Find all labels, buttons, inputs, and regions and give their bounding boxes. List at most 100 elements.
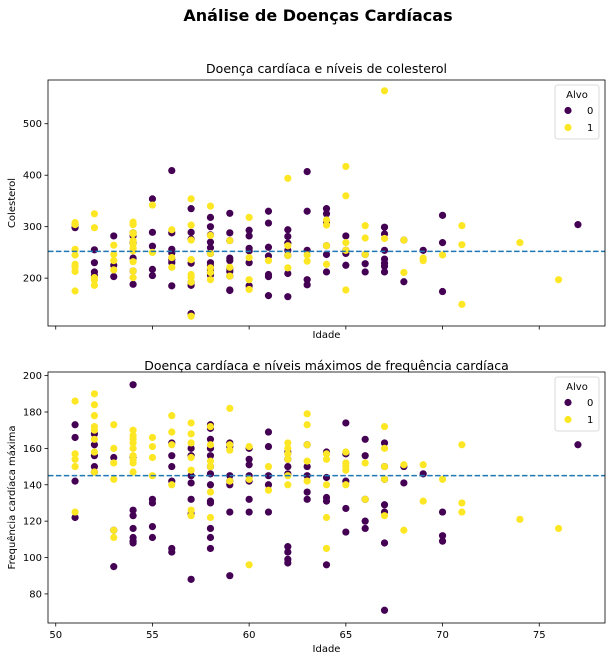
heart-rate-point-alvo-1 bbox=[380, 475, 389, 483]
cholesterol-point-alvo-1 bbox=[129, 274, 137, 282]
cholesterol-point-alvo-0 bbox=[284, 232, 292, 241]
heart-rate-point-alvo-0 bbox=[148, 499, 157, 507]
cholesterol-point-alvo-1 bbox=[284, 174, 292, 182]
cholesterol-point-alvo-1 bbox=[516, 239, 524, 247]
cholesterol-point-alvo-1 bbox=[168, 263, 176, 271]
heart-rate-point-alvo-0 bbox=[361, 517, 369, 525]
heart-rate-point-alvo-0 bbox=[264, 472, 273, 480]
heart-rate-point-alvo-0 bbox=[206, 435, 215, 443]
heart-rate-point-alvo-0 bbox=[438, 532, 447, 540]
heart-rate-point-alvo-1 bbox=[90, 468, 99, 476]
cholesterol-point-alvo-1 bbox=[380, 234, 389, 243]
cholesterol-point-alvo-1 bbox=[129, 267, 137, 275]
cholesterol-point-alvo-0 bbox=[380, 246, 389, 254]
heart-rate-ytick-label: 80 bbox=[29, 589, 42, 600]
heart-rate-point-alvo-1 bbox=[516, 515, 524, 523]
cholesterol-point-alvo-1 bbox=[322, 242, 331, 250]
heart-rate-point-alvo-0 bbox=[71, 513, 79, 522]
cholesterol-legend: Alvo 0 1 bbox=[554, 84, 600, 140]
cholesterol-point-alvo-1 bbox=[400, 236, 408, 244]
cholesterol-point-alvo-0 bbox=[245, 226, 253, 234]
heart-rate-point-alvo-1 bbox=[400, 461, 408, 469]
cholesterol-point-alvo-1 bbox=[187, 221, 195, 229]
cholesterol-point-alvo-0 bbox=[245, 232, 253, 240]
heart-rate-point-alvo-1 bbox=[226, 441, 234, 449]
heart-rate-point-alvo-0 bbox=[71, 433, 79, 442]
cholesterol-point-alvo-1 bbox=[419, 257, 427, 265]
heart-rate-point-alvo-1 bbox=[419, 461, 427, 469]
cholesterol-point-alvo-0 bbox=[226, 229, 234, 237]
heart-rate-point-alvo-1 bbox=[129, 468, 137, 476]
heart-rate-point-alvo-1 bbox=[129, 439, 137, 447]
heart-rate-point-alvo-0 bbox=[110, 453, 118, 462]
cholesterol-point-alvo-0 bbox=[380, 268, 389, 276]
cholesterol-point-alvo-1 bbox=[187, 236, 195, 244]
heart-rate-point-alvo-0 bbox=[90, 462, 99, 471]
heart-rate-point-alvo-1 bbox=[187, 419, 195, 427]
heart-rate-point-alvo-1 bbox=[322, 481, 331, 489]
heart-rate-point-alvo-1 bbox=[90, 390, 99, 398]
heart-rate-point-alvo-1 bbox=[284, 444, 292, 452]
cholesterol-legend-marker-0 bbox=[564, 106, 572, 115]
cholesterol-point-alvo-0 bbox=[264, 219, 273, 227]
cholesterol-point-alvo-0 bbox=[438, 211, 447, 219]
cholesterol-point-alvo-1 bbox=[187, 278, 195, 286]
cholesterol-point-alvo-1 bbox=[322, 216, 331, 224]
cholesterol-point-alvo-0 bbox=[303, 276, 311, 284]
cholesterol-point-alvo-1 bbox=[458, 300, 466, 308]
heart-rate-point-alvo-1 bbox=[206, 488, 215, 496]
cholesterol-point-alvo-0 bbox=[322, 250, 331, 259]
heart-rate-point-alvo-0 bbox=[438, 508, 447, 516]
heart-rate-point-alvo-0 bbox=[90, 441, 99, 449]
cholesterol-point-alvo-1 bbox=[438, 251, 447, 259]
cholesterol-point-alvo-1 bbox=[554, 276, 563, 284]
cholesterol-point-alvo-1 bbox=[71, 251, 79, 259]
heart-rate-point-alvo-0 bbox=[438, 537, 447, 545]
cholesterol-point-alvo-1 bbox=[458, 222, 466, 230]
heart-rate-point-alvo-0 bbox=[245, 495, 253, 503]
heart-rate-point-alvo-0 bbox=[168, 462, 176, 471]
heart-rate-point-alvo-1 bbox=[458, 499, 466, 507]
heart-rate-legend-label-1: 1 bbox=[587, 415, 593, 426]
heart-rate-point-alvo-1 bbox=[110, 421, 118, 429]
cholesterol-point-alvo-1 bbox=[226, 263, 234, 271]
cholesterol-legend-marker-1 bbox=[564, 123, 572, 132]
heart-rate-point-alvo-1 bbox=[110, 459, 118, 467]
heart-rate-ytick-label: 200 bbox=[23, 371, 42, 382]
heart-rate-point-alvo-1 bbox=[168, 412, 176, 420]
heart-rate-point-alvo-0 bbox=[71, 477, 79, 485]
cholesterol-point-alvo-0 bbox=[303, 168, 311, 176]
heart-rate-point-alvo-0 bbox=[206, 452, 215, 460]
cholesterol-point-alvo-1 bbox=[226, 272, 234, 280]
heart-rate-point-alvo-1 bbox=[245, 442, 253, 451]
cholesterol-point-alvo-1 bbox=[322, 221, 331, 229]
heart-rate-xtick-label: 70 bbox=[436, 630, 449, 641]
heart-rate-ytick-label: 140 bbox=[23, 480, 42, 491]
cholesterol-point-alvo-0 bbox=[303, 207, 311, 215]
cholesterol-point-alvo-0 bbox=[342, 261, 350, 269]
cholesterol-point-alvo-0 bbox=[90, 246, 99, 254]
cholesterol-ytick-label: 200 bbox=[23, 274, 42, 285]
heart-rate-point-alvo-1 bbox=[342, 466, 350, 474]
heart-rate-point-alvo-0 bbox=[361, 435, 369, 443]
heart-rate-point-alvo-1 bbox=[264, 462, 273, 471]
cholesterol-point-alvo-0 bbox=[206, 223, 215, 231]
heart-rate-title: Doença cardíaca e níveis máximos de freq… bbox=[144, 358, 509, 373]
cholesterol-point-alvo-1 bbox=[148, 201, 157, 209]
heart-rate-point-alvo-1 bbox=[90, 412, 99, 420]
cholesterol-point-alvo-1 bbox=[226, 236, 234, 245]
cholesterol-point-alvo-1 bbox=[129, 258, 137, 266]
cholesterol-point-alvo-0 bbox=[168, 166, 176, 175]
heart-rate-point-alvo-1 bbox=[342, 448, 350, 456]
heart-rate-point-alvo-0 bbox=[168, 452, 176, 460]
heart-rate-point-alvo-1 bbox=[458, 508, 466, 516]
heart-rate-point-alvo-0 bbox=[264, 508, 273, 516]
cholesterol-ytick-label: 400 bbox=[23, 171, 42, 182]
heart-rate-point-alvo-1 bbox=[71, 508, 79, 516]
heart-rate-point-alvo-0 bbox=[284, 543, 292, 551]
heart-rate-point-alvo-1 bbox=[458, 441, 466, 449]
heart-rate-point-alvo-1 bbox=[71, 450, 79, 458]
cholesterol-point-alvo-0 bbox=[206, 244, 215, 252]
cholesterol-point-alvo-1 bbox=[361, 222, 369, 230]
cholesterol-point-alvo-0 bbox=[245, 259, 253, 267]
